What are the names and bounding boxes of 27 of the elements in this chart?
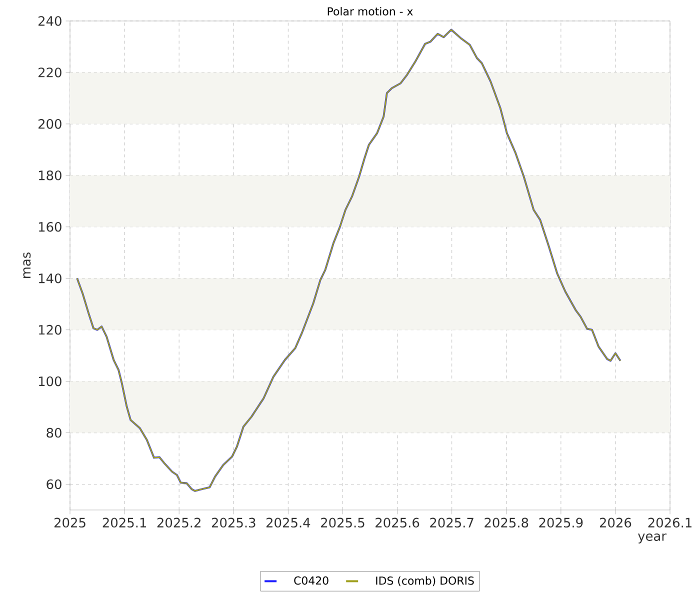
x-tick-label: 2025 xyxy=(54,518,86,528)
y-tick-label: 100 xyxy=(38,376,62,386)
y-tick-label: 60 xyxy=(46,479,62,490)
x-tick-label: 2025.3 xyxy=(212,518,256,528)
legend-label: IDS (comb) DORIS xyxy=(376,576,474,586)
x-tick-label: 2025.5 xyxy=(321,518,364,528)
y-tick-label: 120 xyxy=(38,324,62,335)
y-tick-label: 80 xyxy=(46,428,62,438)
x-tick-label: 2025.6 xyxy=(376,518,420,528)
x-tick-label: 2025.1 xyxy=(102,518,146,528)
y-tick-label: 220 xyxy=(38,68,62,78)
x-axis-title: year xyxy=(638,534,666,544)
y-tick-label: 140 xyxy=(38,273,62,284)
x-tick-label: 2025.9 xyxy=(539,518,583,528)
y-tick-label: 180 xyxy=(38,170,62,180)
y-axis-title: mas xyxy=(23,252,31,278)
y-tick-label: 160 xyxy=(38,222,62,232)
y-tick-label: 240 xyxy=(38,16,62,26)
x-tick-label: 2025.7 xyxy=(430,518,474,528)
x-tick-label: 2025.2 xyxy=(157,518,200,528)
x-tick-label: 2026 xyxy=(600,518,632,528)
x-tick-label: 2026.1 xyxy=(648,518,692,528)
y-tick-label: 200 xyxy=(38,119,62,129)
x-tick-label: 2025.4 xyxy=(266,518,310,528)
x-tick-label: 2025.8 xyxy=(484,518,528,528)
legend-label: C0420 xyxy=(294,576,328,585)
chart-title: Polar motion - x xyxy=(328,7,413,16)
